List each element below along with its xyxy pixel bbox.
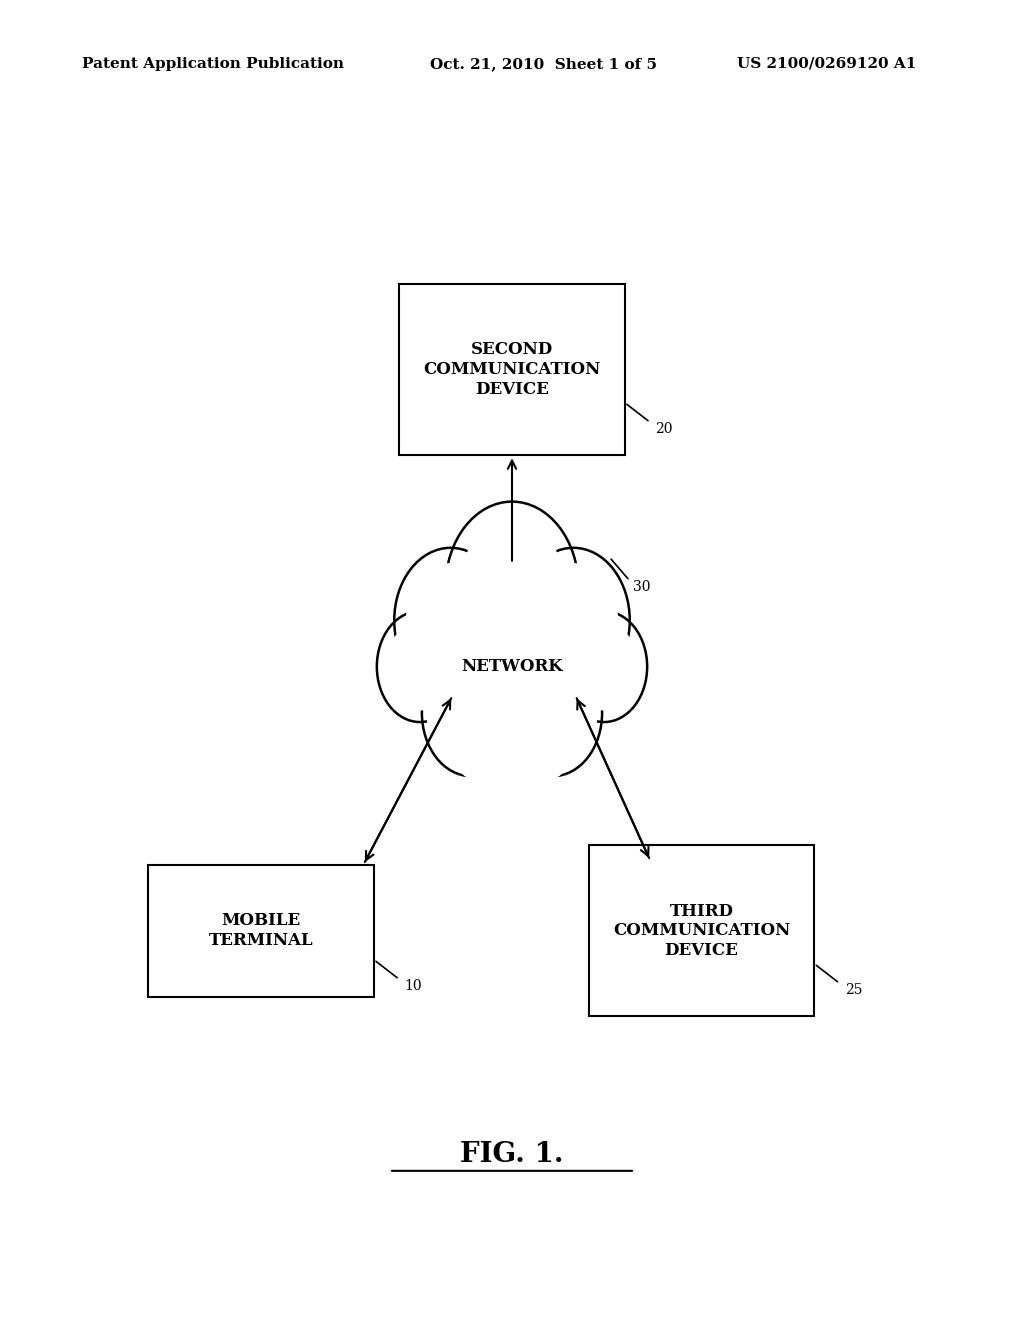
FancyBboxPatch shape: [148, 865, 374, 997]
Circle shape: [449, 578, 575, 742]
Circle shape: [460, 520, 564, 655]
Circle shape: [420, 554, 604, 792]
FancyBboxPatch shape: [399, 284, 625, 455]
Circle shape: [515, 664, 591, 762]
Circle shape: [377, 611, 463, 722]
Text: 20: 20: [655, 422, 673, 436]
Circle shape: [394, 548, 507, 693]
Circle shape: [529, 564, 617, 677]
Text: 25: 25: [845, 983, 862, 997]
Circle shape: [430, 554, 594, 766]
Circle shape: [570, 623, 638, 710]
Text: Patent Application Publication: Patent Application Publication: [82, 57, 344, 71]
Circle shape: [504, 649, 602, 776]
Text: 30: 30: [633, 581, 650, 594]
Text: FIG. 1.: FIG. 1.: [460, 1142, 564, 1168]
Circle shape: [561, 611, 647, 722]
Circle shape: [517, 548, 630, 693]
Text: MOBILE
TERMINAL: MOBILE TERMINAL: [209, 912, 313, 949]
Text: US 2100/0269120 A1: US 2100/0269120 A1: [737, 57, 916, 71]
Text: SECOND
COMMUNICATION
DEVICE: SECOND COMMUNICATION DEVICE: [423, 342, 601, 397]
Text: 10: 10: [404, 979, 422, 993]
Text: Oct. 21, 2010  Sheet 1 of 5: Oct. 21, 2010 Sheet 1 of 5: [430, 57, 657, 71]
Text: NETWORK: NETWORK: [461, 659, 563, 675]
Circle shape: [407, 564, 495, 677]
Circle shape: [433, 664, 509, 762]
FancyBboxPatch shape: [589, 845, 814, 1016]
Text: THIRD
COMMUNICATION
DEVICE: THIRD COMMUNICATION DEVICE: [612, 903, 791, 958]
Circle shape: [422, 649, 520, 776]
Circle shape: [445, 502, 579, 673]
Circle shape: [386, 623, 454, 710]
